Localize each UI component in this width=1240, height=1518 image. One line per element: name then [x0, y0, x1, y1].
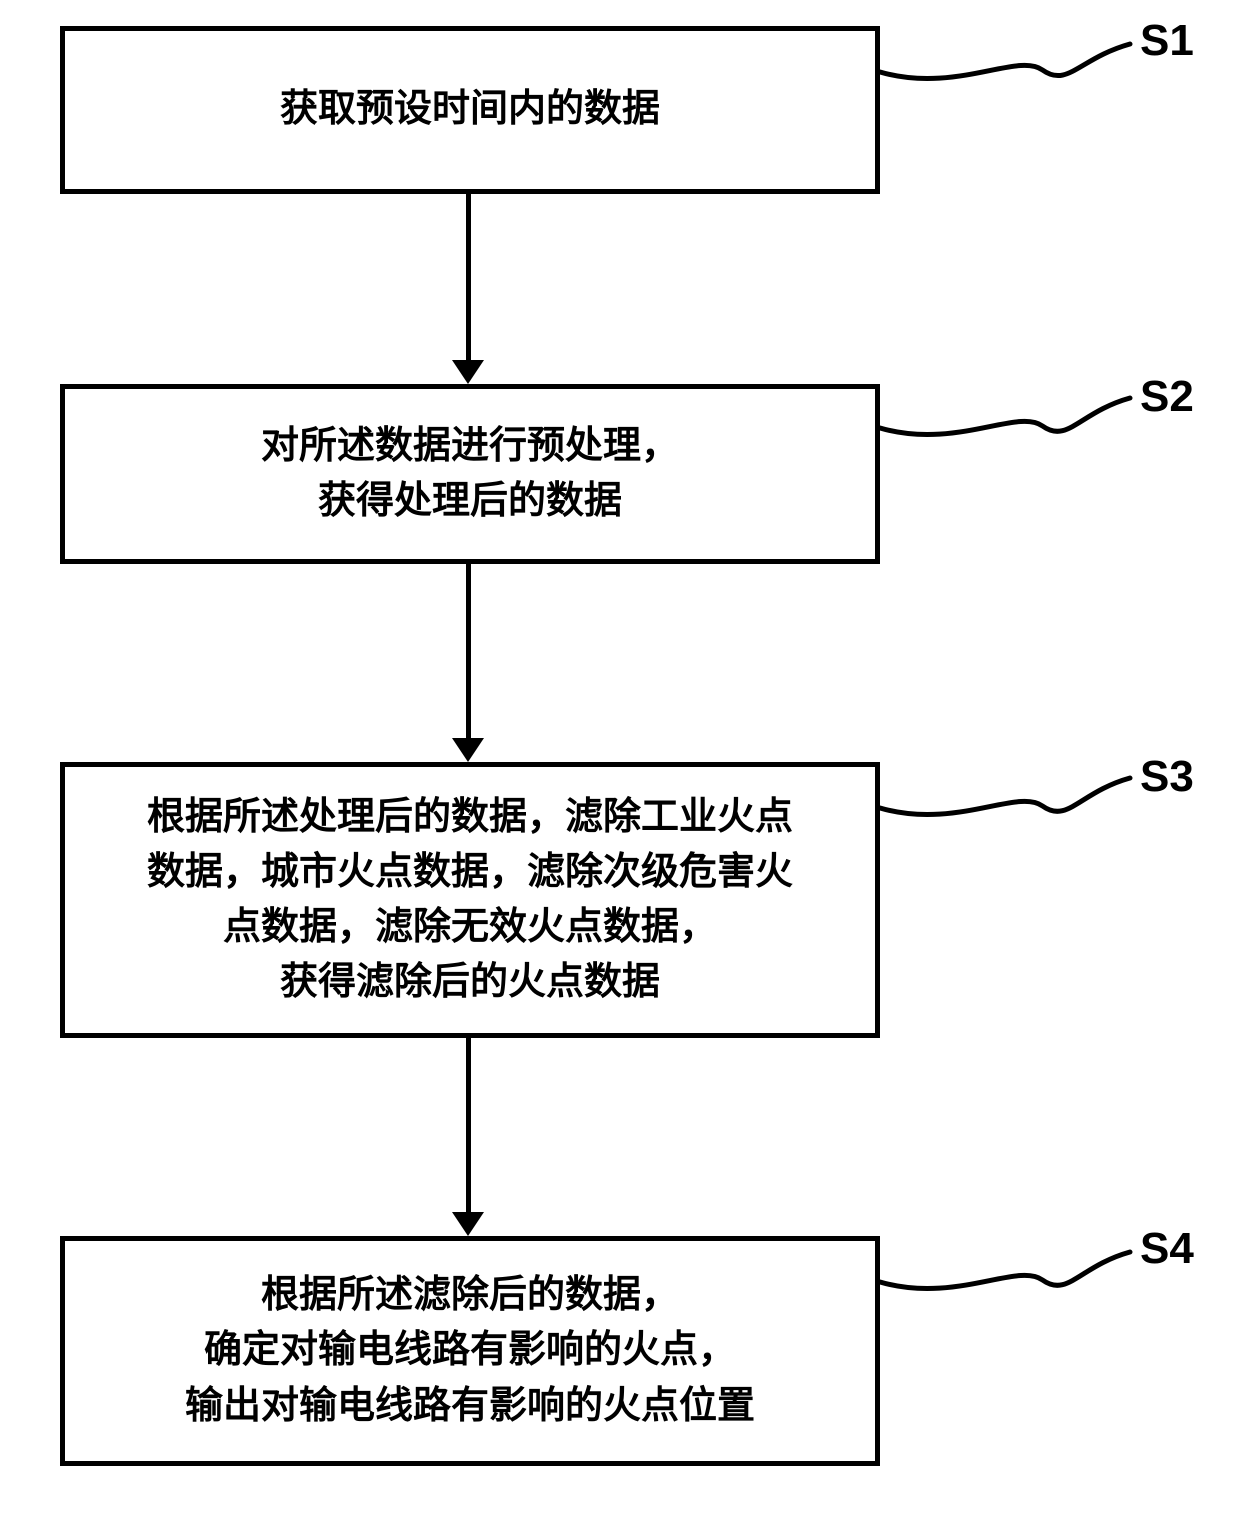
node-text-line: 点数据，滤除无效火点数据，: [223, 900, 717, 955]
flowchart-node-s4: 根据所述滤除后的数据，确定对输电线路有影响的火点，输出对输电线路有影响的火点位置: [60, 1236, 880, 1466]
flowchart-node-s3: 根据所述处理后的数据，滤除工业火点数据，城市火点数据，滤除次级危害火点数据，滤除…: [60, 762, 880, 1038]
flowchart-arrow-head: [452, 738, 484, 762]
node-text-line: 确定对输电线路有影响的火点，: [204, 1323, 736, 1378]
flowchart-arrow: [466, 564, 471, 738]
node-text-line: 输出对输电线路有影响的火点位置: [185, 1379, 755, 1434]
node-text-line: 获得处理后的数据: [318, 474, 622, 529]
node-text-line: 根据所述滤除后的数据，: [261, 1268, 679, 1323]
flowchart-node-s1: 获取预设时间内的数据: [60, 26, 880, 194]
flowchart-node-s2: 对所述数据进行预处理，获得处理后的数据: [60, 384, 880, 564]
flowchart-canvas: 获取预设时间内的数据对所述数据进行预处理，获得处理后的数据根据所述处理后的数据，…: [0, 0, 1240, 1518]
node-text-line: 根据所述处理后的数据，滤除工业火点: [147, 790, 793, 845]
step-label-s2: S2: [1140, 372, 1194, 422]
node-text-line: 对所述数据进行预处理，: [261, 419, 679, 474]
flowchart-arrow-head: [452, 1212, 484, 1236]
flowchart-arrow-head: [452, 360, 484, 384]
node-text-line: 获取预设时间内的数据: [280, 82, 660, 137]
step-label-s4: S4: [1140, 1224, 1194, 1274]
node-text-line: 数据，城市火点数据，滤除次级危害火: [147, 845, 793, 900]
callout-squiggle: [870, 1222, 1140, 1312]
flowchart-arrow: [466, 1038, 471, 1212]
node-text-line: 获得滤除后的火点数据: [280, 955, 660, 1010]
flowchart-arrow: [466, 194, 471, 360]
step-label-s1: S1: [1140, 16, 1194, 66]
step-label-s3: S3: [1140, 752, 1194, 802]
callout-squiggle: [870, 14, 1140, 102]
callout-squiggle: [870, 748, 1140, 838]
callout-squiggle: [870, 368, 1140, 458]
